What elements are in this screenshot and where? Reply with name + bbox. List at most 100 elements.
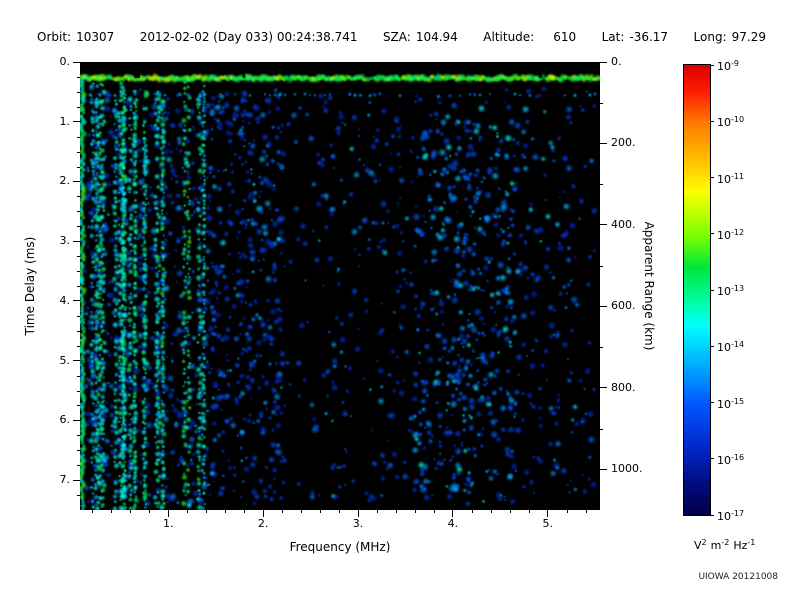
x-tick-label: 3.: [352, 517, 364, 530]
y-left-tick-mark: [73, 300, 80, 302]
x-minor-tick: [528, 510, 530, 513]
altitude-field: Altitude: 610: [483, 30, 576, 44]
x-minor-tick: [187, 510, 189, 513]
colorbar: [683, 64, 711, 516]
x-minor-tick: [509, 510, 511, 513]
y-left-minor-tick: [77, 256, 80, 258]
y-right-tick-mark: [600, 387, 607, 389]
y-axis-title-right: Apparent Range (km): [642, 221, 656, 351]
colorbar-tick-label: 10-13: [717, 284, 745, 298]
x-tick-label: 2.: [257, 517, 269, 530]
unit-part: V2: [694, 538, 707, 552]
y-left-minor-tick: [77, 450, 80, 452]
colorbar-tick-mark: [710, 64, 714, 66]
spectrogram-canvas: [80, 62, 600, 510]
y-right-minor-tick: [600, 184, 603, 186]
x-minor-tick: [225, 510, 227, 513]
y-left-tick-label: 5.: [59, 353, 71, 367]
y-left-minor-tick: [77, 315, 80, 317]
sza-value: 104.94: [415, 30, 458, 44]
y-left-tick-label: 0.: [59, 55, 71, 68]
colorbar-tick-mark: [710, 458, 714, 460]
y-right-tick-label: 0.: [611, 55, 622, 68]
colorbar-tick-mark: [710, 345, 714, 347]
y-left-minor-tick: [77, 330, 80, 332]
colorbar-tick-mark: [710, 514, 714, 516]
colorbar-tick-label: 10-12: [717, 227, 745, 242]
x-minor-tick: [414, 510, 416, 513]
y-left-minor-tick: [77, 495, 80, 497]
y-right-tick-label: 200.: [611, 136, 636, 150]
y-left-minor-tick: [77, 286, 80, 287]
y-left-tick-label: 4.: [59, 293, 71, 307]
x-tick-label: 5.: [542, 517, 554, 530]
x-tick-mark: [452, 510, 454, 517]
y-left-minor-tick: [77, 390, 80, 392]
x-minor-tick: [282, 510, 284, 513]
colorbar-tick-mark: [710, 120, 714, 122]
unit-part: m-2: [710, 538, 730, 552]
x-minor-tick: [339, 510, 341, 513]
x-minor-tick: [490, 510, 492, 513]
y-left-tick-mark: [73, 180, 80, 182]
y-left-minor-tick: [77, 375, 80, 377]
x-minor-tick: [130, 510, 132, 513]
y-left-minor-tick: [77, 106, 80, 108]
y-left-minor-tick: [77, 435, 80, 437]
long-label: Long:: [693, 30, 727, 44]
x-tick-mark: [262, 510, 264, 517]
long-value: 97.29: [731, 30, 766, 44]
colorbar-tick-label: 10-11: [717, 171, 745, 186]
altitude-value: 610: [553, 30, 577, 44]
y-left-tick-mark: [73, 419, 80, 421]
x-minor-tick: [244, 510, 246, 513]
x-tick-mark: [167, 510, 169, 517]
datetime-value: 2012-02-02 (Day 033) 00:24:38.741: [139, 30, 358, 44]
x-tick-mark: [547, 510, 549, 517]
sza-label: SZA:: [382, 30, 411, 44]
orbit-field: Orbit: 10307: [37, 30, 114, 44]
y-left-tick-mark: [73, 121, 80, 123]
header: Orbit: 10307 2012-02-02 (Day 033) 00:24:…: [37, 30, 766, 44]
y-axis-title-left: Time Delay (ms): [23, 236, 37, 336]
orbit-value: 10307: [76, 30, 115, 44]
colorbar-tick-label: 10-9: [717, 59, 739, 73]
y-right-tick-label: 600.: [611, 299, 636, 313]
x-minor-tick: [377, 510, 378, 513]
y-left-minor-tick: [77, 76, 80, 78]
colorbar-tick-label: 10-10: [717, 115, 745, 130]
y-left-minor-tick: [77, 166, 80, 168]
y-right-minor-tick: [600, 347, 603, 349]
y-left-tick-label: 6.: [59, 413, 71, 427]
x-tick-mark: [357, 510, 359, 517]
y-left-minor-tick: [77, 465, 80, 467]
y-left-tick-label: 1.: [59, 114, 71, 128]
x-minor-tick: [566, 510, 568, 513]
y-left-minor-tick: [77, 271, 80, 273]
lat-value: -36.17: [629, 30, 669, 44]
y-right-minor-tick: [600, 102, 603, 104]
y-left-minor-tick: [77, 226, 80, 228]
lat-field: Lat: -36.17: [602, 30, 668, 44]
y-right-tick-mark: [600, 61, 607, 63]
y-left-minor-tick: [77, 405, 80, 407]
y-left-minor-tick: [77, 136, 80, 138]
lat-label: Lat:: [601, 30, 625, 44]
colorbar-tick-label: 10-16: [717, 452, 745, 467]
colorbar-tick-mark: [710, 402, 714, 403]
y-right-tick-label: 800.: [611, 380, 636, 394]
credit: UIOWA 20121008: [698, 572, 778, 582]
x-minor-tick: [92, 510, 94, 513]
y-right-minor-tick: [600, 265, 603, 267]
y-left-minor-tick: [77, 196, 80, 198]
x-minor-tick: [395, 510, 397, 513]
x-minor-tick: [206, 510, 208, 513]
sza-field: SZA: 104.94: [383, 30, 458, 44]
colorbar-tick-label: 10-17: [717, 509, 745, 523]
y-right-tick-label: 1000.: [611, 462, 643, 476]
long-field: Long: 97.29: [694, 30, 766, 44]
y-right-tick-label: 400.: [611, 217, 636, 231]
x-tick-label: 4.: [447, 517, 459, 530]
colorbar-units: V2 m-2 Hz-1: [694, 538, 759, 552]
